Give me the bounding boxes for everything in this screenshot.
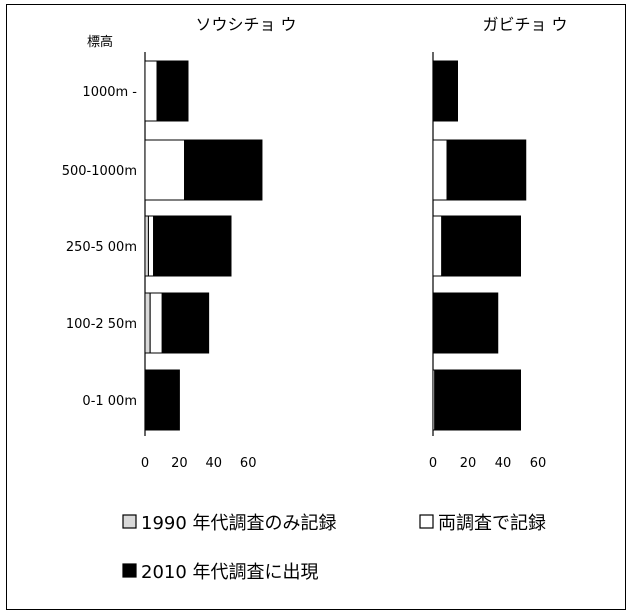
legend-swatch [419,514,434,529]
bar-segment [432,215,443,277]
bar-segment [144,369,180,431]
bar-segment [184,139,263,201]
bar-segment [147,215,155,277]
bar-segment [144,292,151,354]
legend-swatch [122,563,137,578]
category-label: 100-2 50m [66,317,137,332]
legend-swatch [122,514,137,529]
category-label: 1000m - [82,85,137,100]
x-tick-label: 0 [429,456,437,471]
chart-title-1: ソウシチョ ウ [195,15,296,34]
y-axis-label: 標高 [87,34,113,50]
legend-label: 2010 年代調査に出現 [141,562,319,583]
category-label: 250-5 00m [66,240,137,255]
bar-segment [156,60,189,122]
x-tick-label: 60 [240,456,257,471]
figure-frame [6,4,626,610]
bar-segment [432,139,448,201]
bar-segment [434,369,521,431]
bar-segment [144,215,149,277]
x-tick-label: 20 [171,456,188,471]
x-tick-label: 20 [460,456,477,471]
bar-segment [161,292,210,354]
category-label: 500-1000m [62,164,137,179]
bar-segment [446,139,527,201]
legend-label: 1990 年代調査のみ記録 [141,513,337,534]
x-tick-label: 0 [141,456,149,471]
chart-title-2: ガビチョ ウ [482,15,567,34]
bar-segment [144,60,158,122]
bar-segment [144,139,186,201]
bar-segment [432,292,499,354]
category-label: 0-1 00m [82,394,137,409]
x-tick-label: 40 [495,456,512,471]
bar-segment [432,60,458,122]
x-tick-label: 40 [206,456,223,471]
bar-segment [153,215,232,277]
bar-segment [441,215,521,277]
legend-label: 両調査で記録 [438,513,546,534]
bar-segment [149,292,163,354]
x-tick-label: 60 [530,456,547,471]
